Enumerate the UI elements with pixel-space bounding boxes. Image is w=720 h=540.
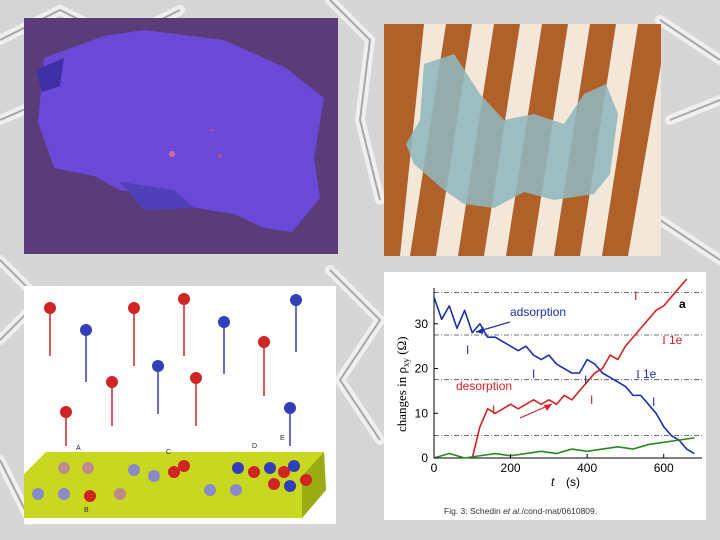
adsorption-annotation: adsorption xyxy=(510,305,566,319)
x-axis-unit: (s) xyxy=(566,475,580,489)
adsorption-arrowhead xyxy=(476,327,484,334)
chart-gridlines xyxy=(434,292,702,437)
red-atom xyxy=(60,406,72,418)
x-tick-label: 200 xyxy=(501,461,521,475)
x-tick-label: 400 xyxy=(577,461,597,475)
desorption-annotation: desorption xyxy=(456,379,512,393)
blue-atom xyxy=(218,316,230,328)
y-axis-label: changes in ρxy (Ω) xyxy=(394,336,411,432)
y-tick-label: 20 xyxy=(415,362,429,376)
y-tick-label: 10 xyxy=(415,406,429,420)
tem-image-panel xyxy=(384,24,661,256)
red-atom xyxy=(128,302,140,314)
chart-ticks: 0 200 400 600 0 10 20 30 xyxy=(415,317,674,475)
x-tick-label: 600 xyxy=(654,461,674,475)
blue-atom xyxy=(284,402,296,414)
blue-atom xyxy=(290,294,302,306)
hall-resistance-chart: 0 200 400 600 0 10 20 30 changes in ρxy (Ω) t (… xyxy=(384,272,706,520)
label-d: D xyxy=(252,443,257,450)
blue-atom xyxy=(80,324,92,336)
chart-axes xyxy=(433,288,702,459)
x-axis-label: t xyxy=(551,475,555,489)
adsorption-series-line xyxy=(433,296,695,455)
baseline-series-line xyxy=(433,437,695,459)
label-b: B xyxy=(84,507,89,514)
graphene-flake-image xyxy=(24,18,338,254)
step-marker-red-3: I xyxy=(634,289,637,303)
adsorption-schematic: A B C D E xyxy=(24,286,336,524)
y-tick-label: 0 xyxy=(421,451,428,465)
step-marker-red-1: I xyxy=(492,403,495,417)
step-marker-red-2: I xyxy=(590,393,593,407)
red-atom xyxy=(44,302,56,314)
red-atom xyxy=(190,372,202,384)
electrode-flake-image xyxy=(384,24,661,256)
blue-atom xyxy=(152,360,164,372)
desorption-series-line xyxy=(471,278,688,459)
figure-caption: Fig. 3: Schedin et al./cond-mat/0610809. xyxy=(444,506,597,516)
label-c: C xyxy=(166,449,171,456)
panel-letter: a xyxy=(679,297,686,311)
y-tick-label: 30 xyxy=(415,317,429,331)
step-marker-blue-1: I xyxy=(466,343,469,357)
red-atom xyxy=(258,336,270,348)
desorption-arrowhead xyxy=(544,404,552,411)
label-a: A xyxy=(76,445,81,452)
one-e-label-blue: I 1e xyxy=(636,367,657,381)
hall-resistance-chart-panel: 0 200 400 600 0 10 20 30 changes in ρxy (Ω) t (… xyxy=(384,272,706,520)
chart-series xyxy=(433,278,695,459)
x-tick-label: 0 xyxy=(431,461,438,475)
step-marker-blue-3: I xyxy=(584,373,587,387)
label-e: E xyxy=(280,435,285,442)
optical-micrograph-panel xyxy=(24,18,338,254)
adsorption-schematic-panel: A B C D E xyxy=(24,286,336,524)
step-marker-blue-4: I xyxy=(652,395,655,409)
red-atom xyxy=(178,293,190,305)
one-e-label-red: I 1e xyxy=(662,333,683,347)
red-atom xyxy=(106,376,118,388)
step-marker-blue-2: I xyxy=(532,367,535,381)
